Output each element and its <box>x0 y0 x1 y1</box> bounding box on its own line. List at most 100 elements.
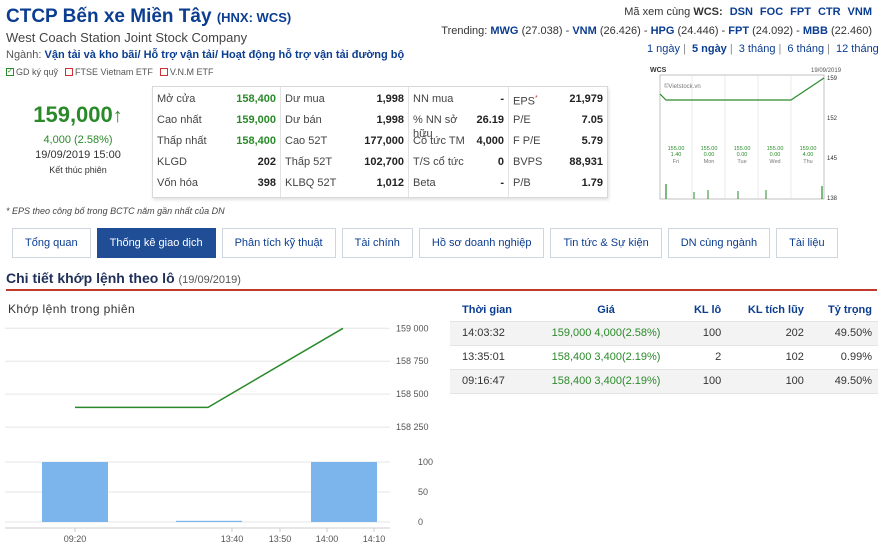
mini-day-day: Fri <box>673 159 679 165</box>
tab-item[interactable]: Hồ sơ doanh nghiệp <box>418 228 545 258</box>
table-bottom-border <box>450 393 878 394</box>
same-code-link[interactable]: FPT <box>790 6 811 18</box>
col-header-lot[interactable]: KL lô <box>693 303 722 316</box>
volume-bar[interactable] <box>311 462 377 522</box>
checkbox-empty-icon <box>65 68 74 76</box>
company-title: CTCP Bến xe Miền Tây (HNX: WCS) <box>6 6 291 28</box>
same-code-link[interactable]: VNM <box>847 6 872 18</box>
tab-item[interactable]: Tài chính <box>341 228 413 258</box>
trending-bar: Trending: MWG (27.038) - VNM (26.426) - … <box>441 25 872 37</box>
company-name: CTCP Bến xe Miền Tây <box>6 6 212 27</box>
check-icon: ✓ <box>6 68 14 76</box>
stat-label: F P/E <box>513 135 541 147</box>
period-12m[interactable]: 12 tháng <box>835 43 879 55</box>
stat-value: 26.19 <box>476 114 504 126</box>
svg-text:159: 159 <box>827 76 838 82</box>
stat-label: Cổ tức TM <box>413 135 465 147</box>
stat-value: 177,000 <box>364 135 404 147</box>
stat-value: 158,400 <box>236 93 276 105</box>
industry-link[interactable]: Vận tải và kho bãi/ Hỗ trợ vận tải/ Hoạt… <box>44 49 405 61</box>
section-divider <box>6 289 877 291</box>
stat-label: Dư bán <box>285 114 322 126</box>
stat-label: Beta <box>413 177 436 189</box>
cell-time: 09:16:47 <box>450 368 533 393</box>
col-header-cum[interactable]: KL tích lũy <box>747 303 804 316</box>
stat-label: Thấp nhất <box>157 135 207 147</box>
mini-day-price: 155.00 <box>767 146 784 152</box>
same-code-link[interactable]: FOC <box>759 6 784 18</box>
period-3m[interactable]: 3 tháng <box>738 43 776 55</box>
col-header-price[interactable]: Giá <box>597 303 615 316</box>
tab-item[interactable]: Tin tức & Sự kiện <box>550 228 662 258</box>
stat-label: KLBQ 52T <box>285 177 337 189</box>
trending-item[interactable]: MBB <box>802 25 828 37</box>
mini-chart-date: 19/09/2019 <box>811 68 842 74</box>
cell-lot: 2 <box>679 344 728 369</box>
stat-row: EPS* 21,979 <box>513 92 603 113</box>
badges: ✓ GD ký quỹ FTSE Vietnam ETF V.N.M ETF <box>6 67 214 77</box>
table-row[interactable]: 09:16:47 158,400 3,400(2.19%) 100 100 49.50% <box>450 368 878 393</box>
col-header-time[interactable]: Thời gian <box>462 303 512 316</box>
tab-item[interactable]: Tổng quan <box>12 228 91 258</box>
mini-price-chart[interactable]: WCS 19/09/2019 ©Vietstock.vn 159 152 145… <box>646 64 846 204</box>
stats-col-4: EPS* 21,979 P/E 7.05 F P/E 5.79 BVPS 88,931 P/B 1… <box>509 87 607 197</box>
cell-pct: 49.50% <box>809 368 878 393</box>
stat-value: 1.79 <box>581 177 603 189</box>
same-code-link[interactable]: DSN <box>729 6 753 18</box>
col-header-pct[interactable]: Tỷ trọng <box>828 303 872 316</box>
cell-cum: 100 <box>727 368 810 393</box>
table-row[interactable]: 14:03:32 159,000 4,000(2.58%) 100 202 49.50% <box>450 320 878 345</box>
stat-value: 5.79 <box>581 135 603 147</box>
stat-label: KLGD <box>157 156 187 168</box>
stat-row: Cao nhất 159,000 <box>157 113 276 134</box>
eps-note: * EPS theo công bố trong BCTC năm gần nh… <box>6 206 225 216</box>
stat-row: Dư bán 1,998 <box>285 113 404 134</box>
stat-value: 88,931 <box>569 156 603 168</box>
volume-y-tick: 50 <box>418 487 428 497</box>
stat-value: 102,700 <box>364 156 404 168</box>
stat-value: 0 <box>497 156 504 168</box>
stat-value: 7.05 <box>581 114 603 126</box>
tab-item[interactable]: Phân tích kỹ thuật <box>221 228 336 258</box>
tab-item[interactable]: Tài liệu <box>776 228 838 258</box>
intraday-chart[interactable]: 159 000 158 750 158 500 158 250 100 50 0 09:2… <box>0 320 445 552</box>
industry: Ngành: Vận tải và kho bãi/ Hỗ trợ vận tả… <box>6 49 404 61</box>
stat-row: F P/E 5.79 <box>513 134 603 155</box>
stat-label: Cao 52T <box>285 135 328 147</box>
svg-text:145: 145 <box>827 156 838 162</box>
cell-price: 158,400 3,400(2.19%) <box>532 368 680 393</box>
mini-chart-watermark: ©Vietstock.vn <box>664 83 701 90</box>
cell-cum: 202 <box>727 320 810 345</box>
section-date: (19/09/2019) <box>178 274 241 286</box>
stat-label: Dư mua <box>285 93 325 105</box>
table-header-row: Thời gian Giá KL lô KL tích lũy Tỷ trọng <box>450 299 878 321</box>
exchange-code: (HNX: WCS) <box>216 10 292 25</box>
trending-item[interactable]: FPT <box>728 25 750 37</box>
cell-lot: 100 <box>679 368 728 393</box>
company-english-name: West Coach Station Joint Stock Company <box>6 30 248 45</box>
mini-day-chg: 0.00 <box>770 152 781 158</box>
period-1d[interactable]: 1 ngày <box>647 43 681 55</box>
tab-item[interactable]: Thống kê giao dịch <box>96 228 216 258</box>
price-box: 159,000↑ 4,000 (2.58%) 19/09/2019 15:00 … <box>6 86 150 196</box>
mini-day-day: Mon <box>704 159 715 165</box>
cell-cum: 102 <box>727 344 810 369</box>
x-tick-label: 14:00 <box>316 534 339 544</box>
period-5d[interactable]: 5 ngày <box>691 43 727 55</box>
stat-row: P/B 1.79 <box>513 176 603 197</box>
same-code-link[interactable]: CTR <box>817 6 841 18</box>
stat-row: Mở cửa 158,400 <box>157 92 276 113</box>
badge-vnm-etf: V.N.M ETF <box>159 67 214 77</box>
price-line <box>75 327 344 409</box>
trending-item[interactable]: HPG <box>650 25 675 37</box>
x-tick-label: 13:50 <box>269 534 292 544</box>
session-status: Kết thúc phiên <box>49 165 107 175</box>
table-row[interactable]: 13:35:01 158,400 3,400(2.19%) 2 102 0.99% <box>450 344 878 369</box>
tab-item[interactable]: DN cùng ngành <box>667 228 771 258</box>
volume-bar[interactable] <box>42 462 108 522</box>
stat-row: Vốn hóa 398 <box>157 176 276 197</box>
trending-item[interactable]: VNM <box>572 25 597 37</box>
volume-bar[interactable] <box>176 520 242 522</box>
period-6m[interactable]: 6 tháng <box>787 43 825 55</box>
trending-item[interactable]: MWG <box>490 25 519 37</box>
